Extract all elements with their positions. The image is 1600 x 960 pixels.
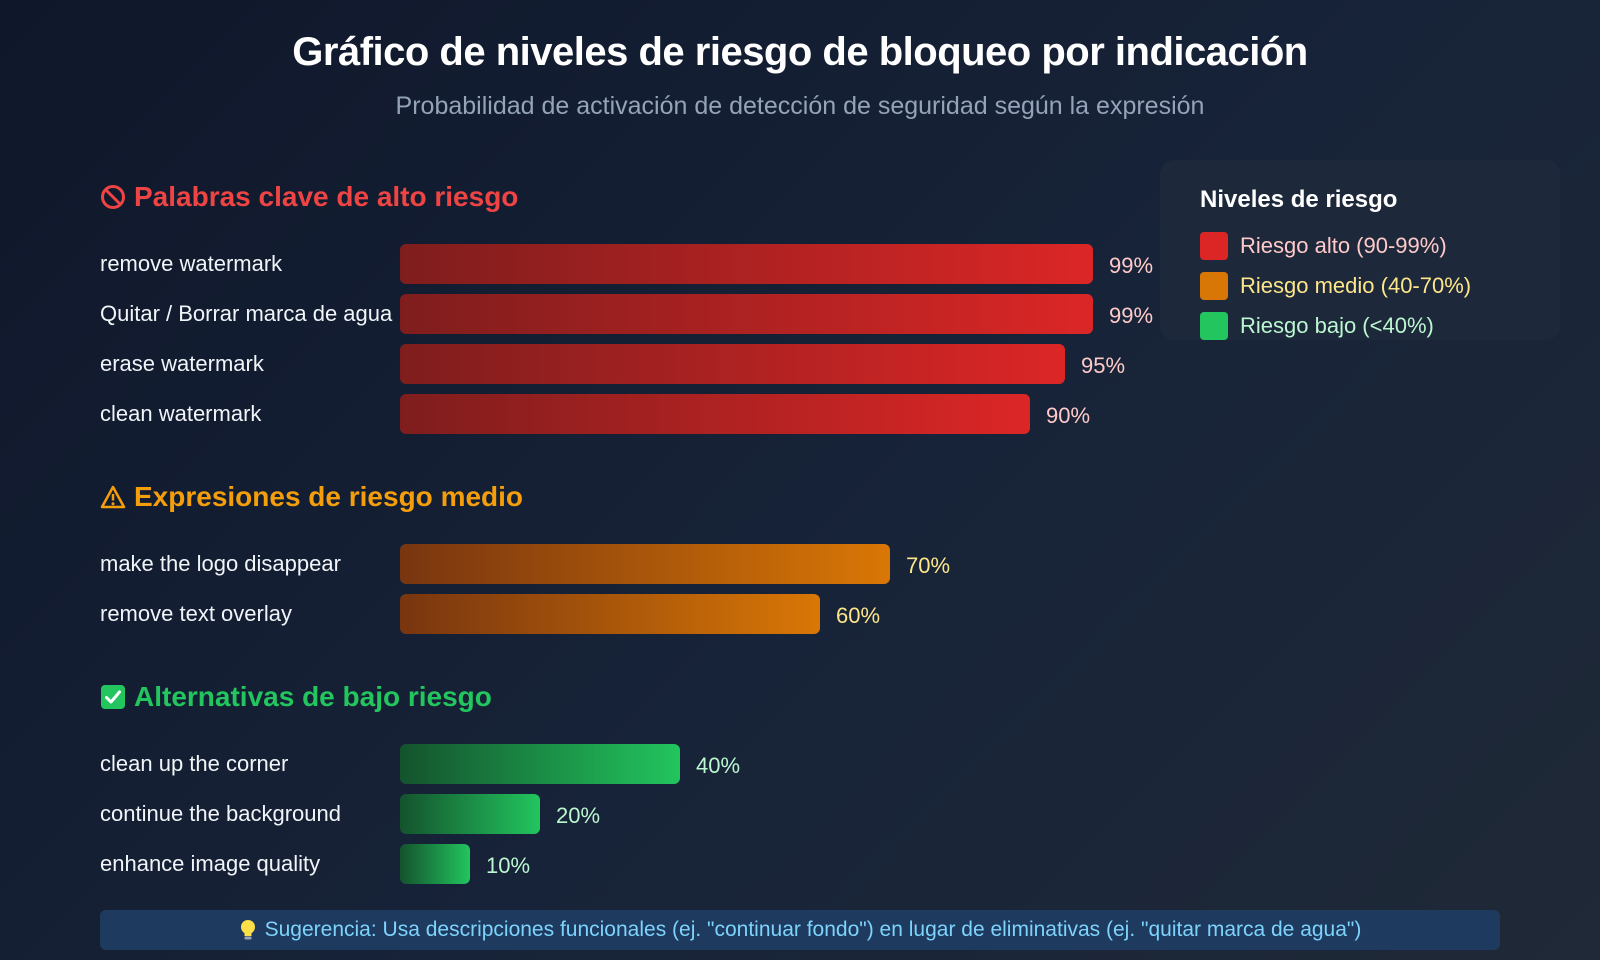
bar-med-1 [400,594,820,634]
tip-banner: Sugerencia: Usa descripciones funcionale… [100,910,1500,950]
bar-low-1 [400,794,540,834]
bar-low-0 [400,744,680,784]
bar-value-label: 40% [696,753,741,778]
bar-high-2 [400,344,1065,384]
section-heading-low-risk: Alternativas de bajo riesgo [100,681,492,713]
bar-med-0 [400,544,890,584]
section-title-medium: Expresiones de riesgo medio [134,481,524,512]
section-title-high: Palabras clave de alto riesgo [134,181,519,212]
legend-swatch-medium [1200,272,1228,300]
prohibited-icon [101,185,125,209]
tip-text: Sugerencia: Usa descripciones funcionale… [264,918,1362,941]
bar-value-label: 99% [1109,253,1154,278]
legend-item-high: Riesgo alto (90-99%) [1200,226,1520,266]
bar-low-2 [400,844,470,884]
legend-item-medium: Riesgo medio (40-70%) [1200,266,1520,306]
bar-high-0 [400,244,1093,284]
bar-value-label: 60% [836,603,881,628]
legend-label-low: Riesgo bajo (<40%) [1240,313,1434,338]
legend-label-medium: Riesgo medio (40-70%) [1240,273,1472,298]
bar-label: enhance image quality [100,851,321,876]
bar-high-1 [400,294,1093,334]
section-heading-high-risk: Palabras clave de alto riesgo [100,181,518,213]
lightbulb-icon [240,920,255,940]
legend-item-low: Riesgo bajo (<40%) [1200,306,1520,346]
bar-label: remove watermark [100,251,283,276]
bar-label: continue the background [100,801,341,826]
bar-value-label: 20% [556,803,601,828]
bar-label: clean up the corner [100,751,289,776]
warning-icon [100,485,126,509]
section-heading-medium-risk: Expresiones de riesgo medio [100,481,523,513]
bar-label: clean watermark [100,401,262,426]
bar-label: erase watermark [100,351,264,376]
legend-label-high: Riesgo alto (90-99%) [1240,233,1447,258]
legend-swatch-high [1200,232,1228,260]
bar-value-label: 90% [1046,403,1091,428]
bar-value-label: 95% [1081,353,1126,378]
bar-value-label: 10% [486,853,531,878]
bar-label: make the logo disappear [100,551,341,576]
legend-swatch-low [1200,312,1228,340]
bar-value-label: 99% [1109,303,1154,328]
section-title-low: Alternativas de bajo riesgo [134,681,492,712]
check-icon [101,685,125,709]
bar-label: remove text overlay [100,601,292,626]
legend: Niveles de riesgo Riesgo alto (90-99%) R… [1160,160,1560,340]
legend-title: Niveles de riesgo [1200,186,1398,213]
chart-subtitle: Probabilidad de activación de detección … [395,92,1205,120]
chart-title: Gráfico de niveles de riesgo de bloqueo … [292,30,1308,74]
bar-label: Quitar / Borrar marca de agua [100,301,393,326]
bar-value-label: 70% [906,553,951,578]
bar-high-3 [400,394,1030,434]
